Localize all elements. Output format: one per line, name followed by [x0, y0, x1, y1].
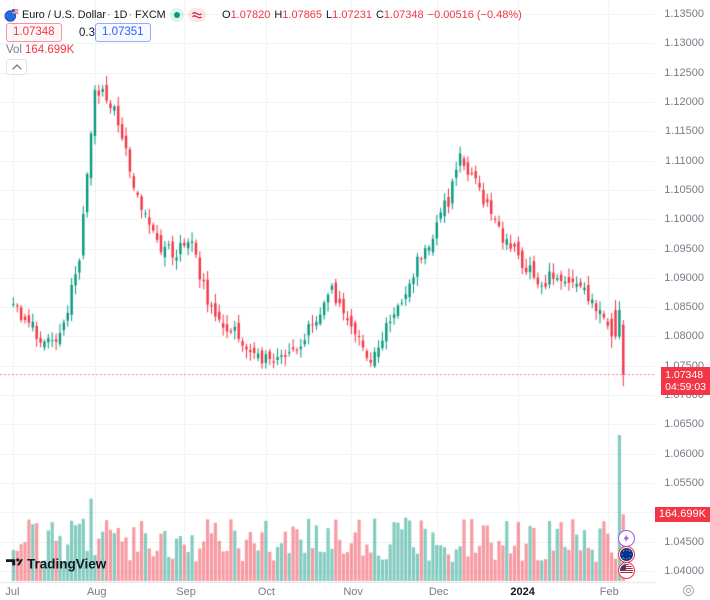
svg-text:TradingView: TradingView	[27, 557, 107, 572]
